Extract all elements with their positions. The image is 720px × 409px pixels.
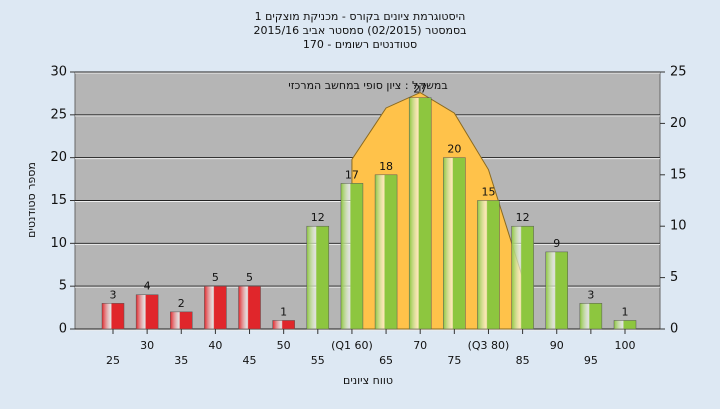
x-tick-label: 90 <box>550 339 564 352</box>
x-tick-label: 85 <box>516 354 530 367</box>
data-label: 1 <box>280 305 287 318</box>
x-tick-label: 65 <box>379 354 393 367</box>
bar <box>545 251 568 330</box>
x-axis-label: טווח ציונים <box>343 374 393 387</box>
annotation: במשקל : ציון סופי במחשב המרכזי <box>288 79 447 92</box>
x-tick-label: 75 <box>447 354 461 367</box>
x-tick-label: 45 <box>243 354 257 367</box>
bar <box>204 285 227 330</box>
x-tick-label: 50 <box>277 339 291 352</box>
x-tick-label: 30 <box>140 339 154 352</box>
data-label: 4 <box>144 280 151 293</box>
x-tick-label: (Q3 80) <box>468 339 510 352</box>
y-tick-label: 0 <box>59 322 67 337</box>
bar <box>272 320 295 330</box>
data-label: 3 <box>110 288 117 301</box>
data-label: 5 <box>212 271 219 284</box>
y2-tick-label: 10 <box>670 219 687 234</box>
bar <box>340 183 364 330</box>
data-label: 27 <box>413 83 427 96</box>
x-tick-label: (Q1 60) <box>331 339 373 352</box>
x-tick-label: 55 <box>311 354 325 367</box>
data-label: 20 <box>447 143 461 156</box>
y-tick-label: 10 <box>50 236 67 251</box>
chart-title: היסטוגרמת ציונים בקורס - מכניקת מוצקים 1 <box>255 10 466 23</box>
y-tick-label: 5 <box>59 279 67 294</box>
y-tick-label: 15 <box>50 193 67 208</box>
data-label: 18 <box>379 160 393 173</box>
data-label: 5 <box>246 271 253 284</box>
data-label: 3 <box>587 288 594 301</box>
bar <box>170 311 193 330</box>
bar <box>306 225 330 330</box>
data-label: 1 <box>622 305 629 318</box>
bar <box>579 303 603 330</box>
data-label: 12 <box>516 211 530 224</box>
bar <box>238 285 261 330</box>
y2-tick-label: 0 <box>670 322 678 337</box>
y-tick-label: 30 <box>50 65 67 80</box>
y2-tick-label: 25 <box>670 65 687 80</box>
bar <box>613 320 637 330</box>
bar <box>443 157 466 330</box>
y2-tick-label: 20 <box>670 116 687 131</box>
data-label: 15 <box>481 186 495 199</box>
x-tick-label: 40 <box>208 339 222 352</box>
bar <box>135 294 159 330</box>
y2-tick-label: 15 <box>670 167 687 182</box>
x-tick-label: 35 <box>174 354 188 367</box>
bar <box>408 97 432 330</box>
data-label: 17 <box>345 168 359 181</box>
y2-tick-label: 5 <box>670 270 678 285</box>
chart-subtitle: בסמסטר (02/2015) סמסטר אביב 2015/16 <box>253 24 466 37</box>
x-tick-label: 95 <box>584 354 598 367</box>
chart-subtitle: סטודנטים רשומים - 170 <box>303 38 417 51</box>
x-tick-label: 100 <box>615 339 636 352</box>
x-tick-label: 25 <box>106 354 120 367</box>
data-label: 2 <box>178 297 185 310</box>
x-tick-label: 70 <box>413 339 427 352</box>
data-label: 12 <box>311 211 325 224</box>
y-tick-label: 25 <box>50 107 67 122</box>
bar <box>511 225 534 330</box>
bar <box>477 200 500 330</box>
y-axis-label: מספר סטודנטים <box>25 162 38 238</box>
y-tick-label: 20 <box>50 150 67 165</box>
bar <box>101 303 125 330</box>
data-label: 9 <box>553 237 560 250</box>
bar <box>374 174 398 330</box>
